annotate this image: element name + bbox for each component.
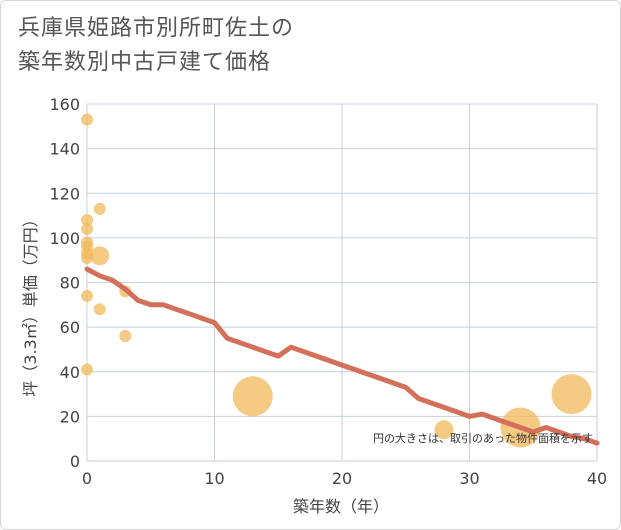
- data-point: [119, 330, 132, 343]
- chart-title-line2: 築年数別中古戸建て価格: [18, 50, 272, 75]
- y-tick-label: 40: [60, 363, 80, 382]
- x-tick-label: 30: [459, 469, 479, 488]
- data-point: [81, 214, 93, 227]
- data-point: [90, 246, 110, 266]
- y-tick-label: 60: [60, 318, 80, 337]
- x-tick-label: 0: [82, 469, 92, 488]
- data-point: [81, 113, 93, 126]
- data-point: [232, 376, 273, 417]
- y-tick-label: 100: [49, 229, 80, 248]
- data-point: [551, 374, 592, 415]
- y-tick-label: 20: [60, 407, 80, 426]
- data-point: [93, 303, 106, 316]
- y-tick-label: 160: [49, 95, 80, 114]
- size-legend-note: 円の大きさは、取引のあった物件面積を示す: [373, 431, 593, 445]
- y-axis-label: 坪（3.3㎡）単価（万円）: [21, 211, 40, 396]
- y-tick-label: 140: [49, 140, 80, 159]
- trend-line: [84, 266, 600, 446]
- bubble-series: [81, 113, 592, 448]
- data-point: [81, 363, 93, 376]
- trend-line-series: [84, 266, 600, 446]
- y-tick-label: 80: [60, 274, 80, 293]
- y-tick-label: 120: [49, 184, 80, 203]
- x-tick-label: 10: [204, 469, 224, 488]
- x-axis-label: 築年数（年）: [293, 497, 389, 516]
- data-point: [81, 251, 93, 264]
- y-tick-label: 0: [70, 452, 80, 471]
- chart-title: 兵庫県姫路市別所町佐土の 築年数別中古戸建て価格: [18, 12, 294, 80]
- x-tick-label: 40: [587, 469, 607, 488]
- grid: [86, 103, 598, 462]
- data-point: [93, 202, 106, 215]
- axis-ticks: 0 20 40 60 80 100 120 140 160 0 10 20 30 40: [49, 95, 607, 488]
- data-point: [81, 289, 93, 302]
- chart-title-line1: 兵庫県姫路市別所町佐土の: [18, 16, 295, 41]
- data-point: [81, 222, 93, 235]
- x-tick-label: 20: [332, 469, 352, 488]
- data-point: [434, 420, 454, 440]
